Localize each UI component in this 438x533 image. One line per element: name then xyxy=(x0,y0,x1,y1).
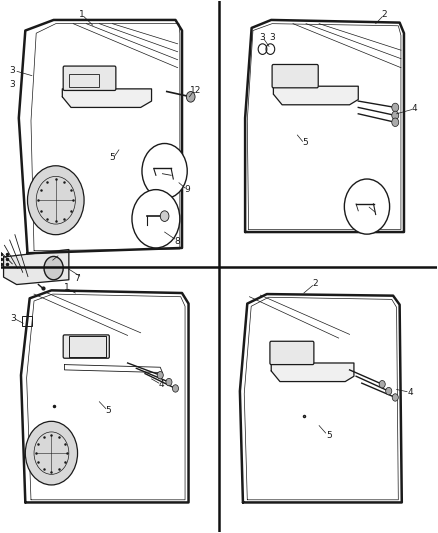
Text: 12: 12 xyxy=(190,86,201,95)
Circle shape xyxy=(28,166,84,235)
Circle shape xyxy=(386,387,392,395)
Polygon shape xyxy=(273,86,358,105)
Bar xyxy=(69,74,99,87)
Circle shape xyxy=(166,378,172,386)
Text: 3: 3 xyxy=(11,314,17,323)
Circle shape xyxy=(25,421,78,485)
Text: 3: 3 xyxy=(9,66,15,75)
Text: 5: 5 xyxy=(326,431,332,440)
Circle shape xyxy=(392,111,399,119)
Text: 2: 2 xyxy=(312,279,318,288)
Text: 5: 5 xyxy=(105,406,111,415)
Polygon shape xyxy=(4,249,69,285)
Circle shape xyxy=(157,372,163,379)
FancyBboxPatch shape xyxy=(63,335,110,358)
Circle shape xyxy=(186,92,195,102)
Circle shape xyxy=(132,190,180,248)
Polygon shape xyxy=(69,336,106,357)
Text: 1: 1 xyxy=(64,283,70,292)
Text: 4: 4 xyxy=(159,379,164,389)
Text: 8: 8 xyxy=(175,237,180,246)
Circle shape xyxy=(392,103,399,112)
Circle shape xyxy=(392,394,398,401)
Circle shape xyxy=(379,381,385,388)
Text: 4: 4 xyxy=(412,104,418,113)
FancyBboxPatch shape xyxy=(272,64,318,88)
Text: 9: 9 xyxy=(185,185,191,194)
Text: 3: 3 xyxy=(260,33,265,42)
Text: 3: 3 xyxy=(9,80,15,89)
Text: 2: 2 xyxy=(381,10,387,19)
Circle shape xyxy=(44,256,63,280)
Polygon shape xyxy=(271,363,354,382)
Text: 3: 3 xyxy=(269,33,275,42)
Text: 9: 9 xyxy=(375,209,381,218)
Circle shape xyxy=(142,143,187,199)
Circle shape xyxy=(173,385,179,392)
Bar xyxy=(22,317,32,326)
Text: 5: 5 xyxy=(302,139,308,148)
Text: 6: 6 xyxy=(49,258,54,266)
Polygon shape xyxy=(62,89,152,108)
Text: 5: 5 xyxy=(110,154,115,163)
FancyBboxPatch shape xyxy=(270,341,314,365)
Text: 4: 4 xyxy=(408,387,413,397)
Text: 7: 7 xyxy=(74,273,81,282)
Circle shape xyxy=(344,179,390,234)
FancyBboxPatch shape xyxy=(63,66,116,91)
Text: 1: 1 xyxy=(79,10,85,19)
Circle shape xyxy=(160,211,169,221)
Circle shape xyxy=(392,118,399,126)
